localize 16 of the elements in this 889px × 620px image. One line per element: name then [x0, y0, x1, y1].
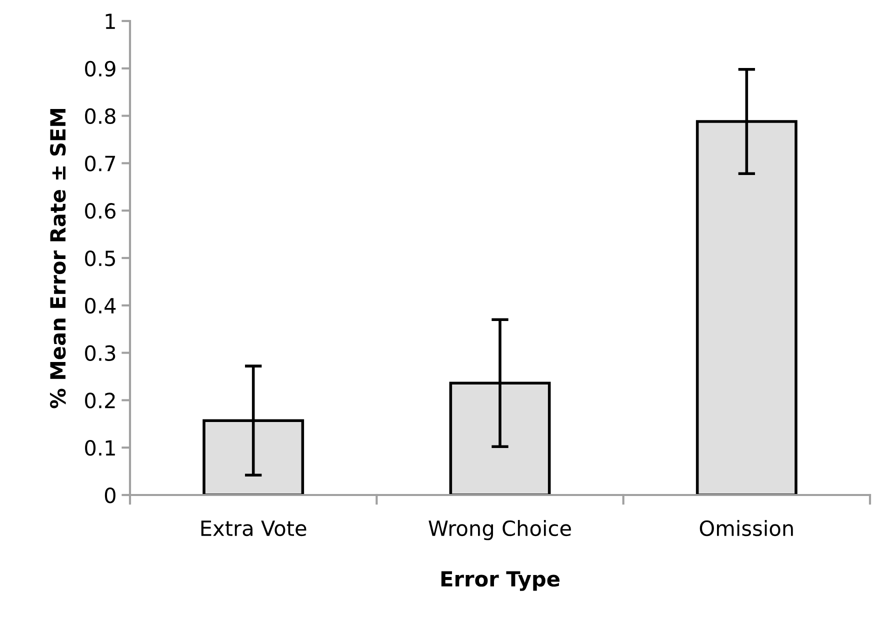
y-tick-label: 1: [106, 14, 115, 29]
y-tick-label: 0.1: [85, 440, 115, 456]
y-axis-title: % Mean Error Rate ± SEM: [50, 108, 66, 408]
y-tick-label: 0.3: [85, 345, 116, 362]
y-tick-label: 0.6: [85, 203, 116, 219]
y-tick-label: 0.9: [85, 60, 116, 77]
y-tick-label: 0.5: [85, 250, 115, 266]
y-tick-label: 0: [104, 487, 116, 504]
x-tick-label: Extra Vote: [201, 520, 306, 536]
x-tick-label: Wrong Choice: [428, 520, 571, 540]
y-tick-label: 0.2: [85, 392, 115, 408]
y-tick-label: 0.8: [85, 108, 116, 124]
x-tick-label: Omission: [700, 520, 793, 536]
y-tick-label: 0.7: [85, 156, 116, 172]
x-axis-title: Error Type: [441, 571, 560, 591]
y-tick-label: 0.4: [85, 298, 116, 314]
